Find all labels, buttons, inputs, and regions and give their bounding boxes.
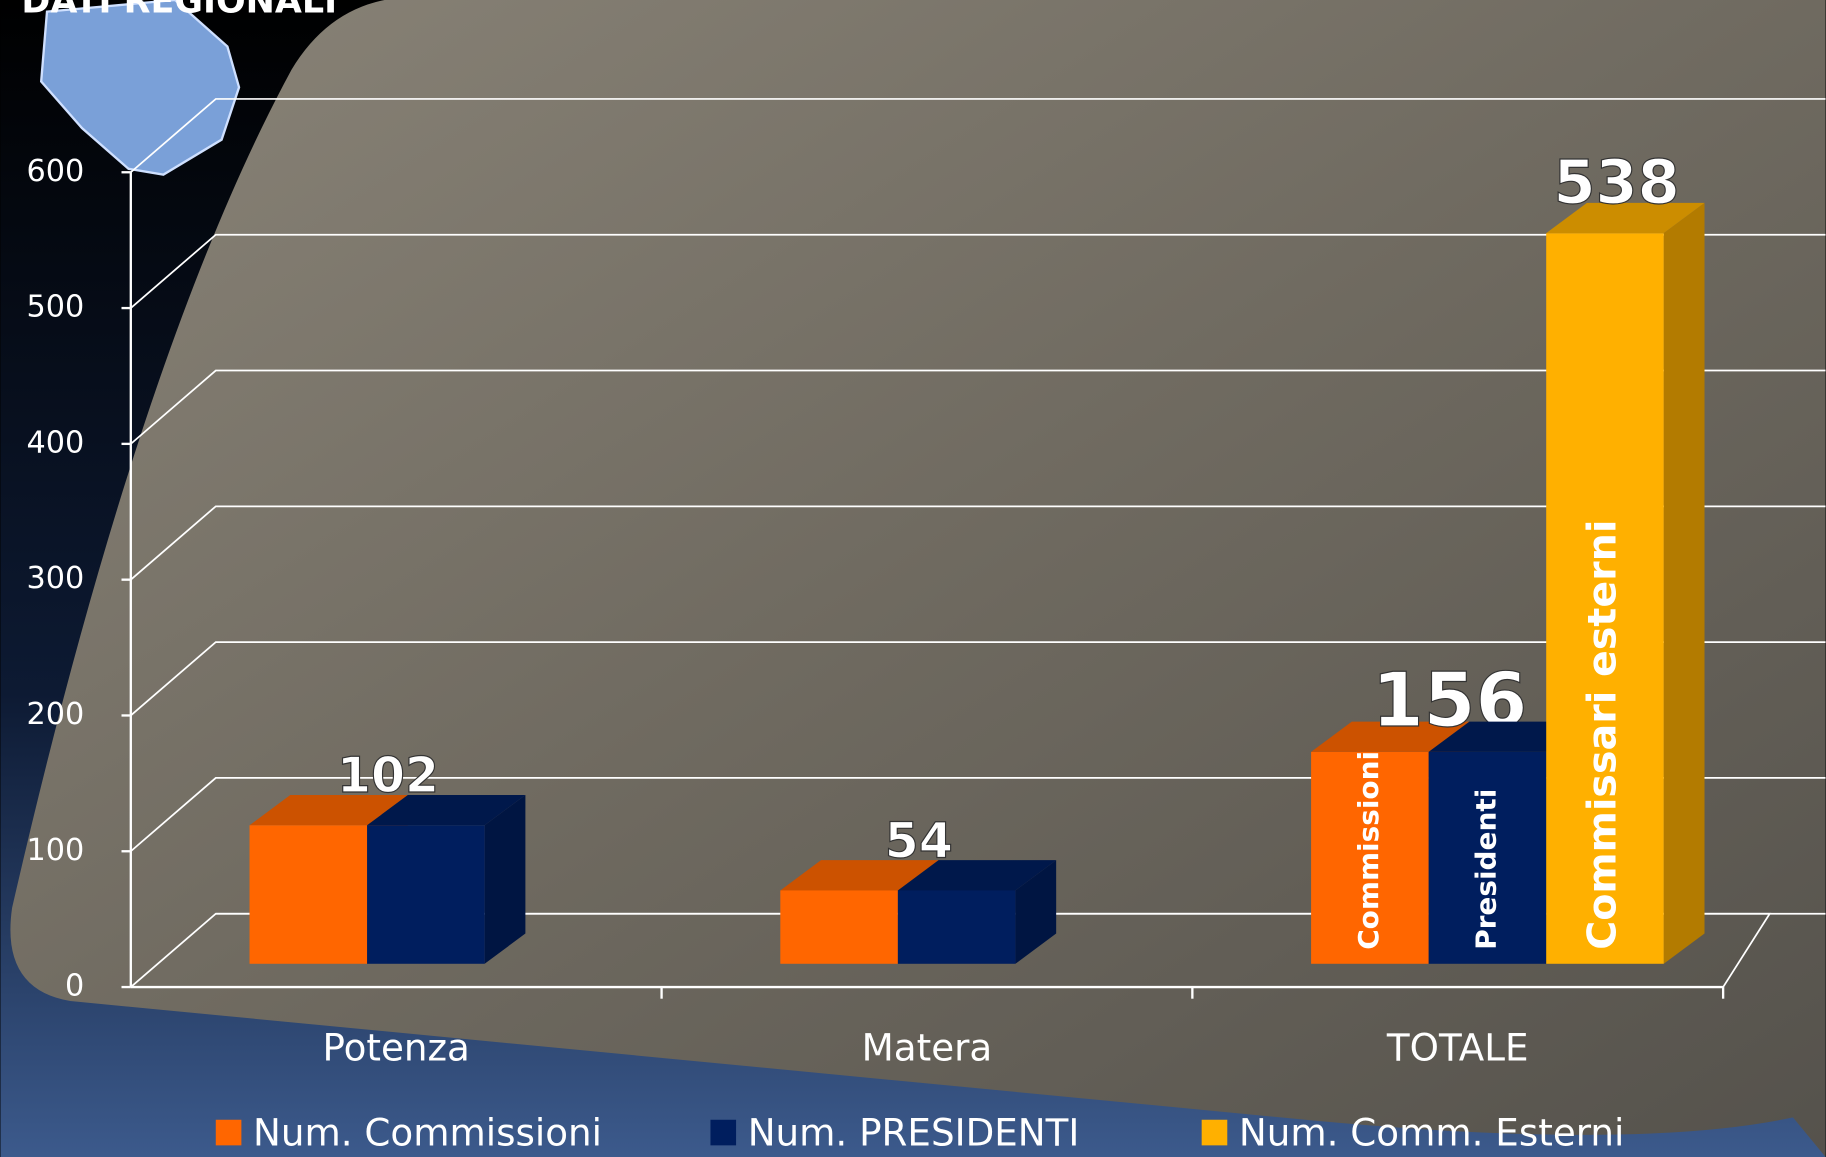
bar-front (1546, 233, 1664, 964)
bar (897, 860, 1057, 964)
bar-side (1015, 860, 1057, 964)
grid-line (130, 369, 1826, 445)
bar-top (367, 795, 526, 826)
bar-front (367, 825, 485, 964)
data-label: 156 (1372, 657, 1527, 744)
bar-front (1311, 751, 1429, 964)
bar-front (249, 825, 368, 964)
bar-top (780, 860, 939, 891)
bar-annotation: Commissari esterni (1579, 520, 1625, 950)
chart-title: DATI REGIONALI (21, 0, 337, 21)
y-tick-label: 200 (26, 697, 84, 732)
y-tick-label: 600 (26, 154, 84, 189)
grid-line (130, 505, 1826, 581)
bar (1546, 202, 1705, 964)
y-tick-label: 500 (26, 290, 84, 325)
bar-side (1663, 202, 1705, 964)
legend-swatch (215, 1119, 242, 1146)
x-tick-label: TOTALE (1386, 1025, 1529, 1069)
bar-front (780, 890, 898, 964)
x-tick-label: Matera (862, 1025, 993, 1069)
x-tick-label: Potenza (323, 1025, 470, 1069)
legend-label: Num. PRESIDENTI (748, 1110, 1080, 1154)
bar (367, 795, 526, 964)
bar-side (484, 795, 526, 964)
y-tick-label: 0 (65, 969, 84, 1004)
bar-front (897, 890, 1016, 964)
y-tick-label: 100 (26, 833, 84, 868)
bar-top (1311, 721, 1470, 752)
grid-line (130, 233, 1826, 309)
data-label: 538 (1553, 148, 1679, 218)
y-tick-label: 400 (26, 425, 84, 460)
y-tick-label: 300 (26, 561, 84, 596)
bar-annotation: Presidenti (1469, 789, 1502, 950)
grid-line (130, 98, 1826, 173)
bar-front (1428, 751, 1547, 964)
legend-label: Num. Commissioni (253, 1110, 602, 1154)
bar-top (1546, 202, 1705, 234)
bar-annotation: Commissioni (1352, 751, 1385, 950)
legend-swatch (1201, 1119, 1228, 1146)
floor-edge (215, 912, 1772, 988)
legend-label: Num. Comm. Esterni (1239, 1110, 1624, 1154)
bar (780, 860, 939, 964)
legend-swatch (710, 1119, 737, 1146)
bar-top (897, 860, 1057, 891)
grid-line (130, 777, 1826, 852)
region-map (39, 0, 241, 176)
bar-top (249, 795, 408, 826)
grid-line (130, 641, 1826, 717)
